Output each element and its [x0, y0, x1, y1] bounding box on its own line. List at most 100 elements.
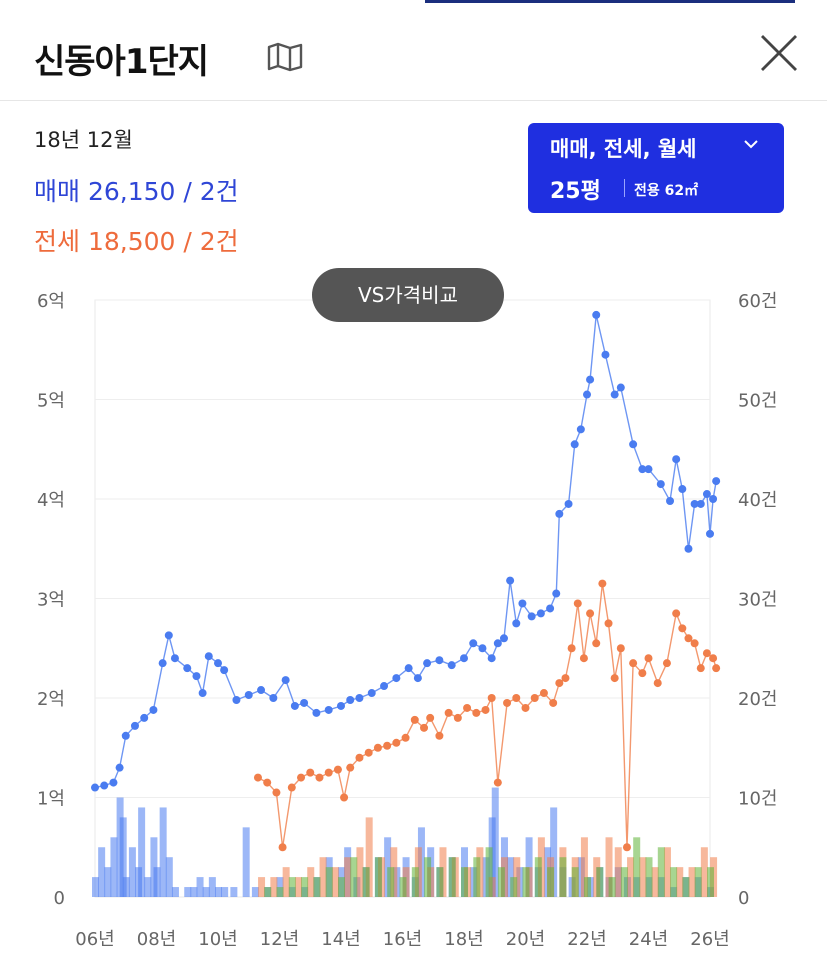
- pyeong-size-label: 25평: [550, 179, 601, 204]
- price-point: [423, 659, 432, 668]
- price-point: [192, 672, 201, 681]
- volume-bar: [571, 867, 579, 897]
- price-point: [121, 731, 130, 740]
- price-point: [109, 778, 118, 787]
- y-left-tick-label: 1억: [37, 789, 65, 810]
- price-line: [257, 583, 717, 848]
- volume-bar: [190, 887, 198, 897]
- volume-bar: [110, 837, 118, 897]
- volume-bar: [294, 877, 302, 897]
- price-point: [324, 768, 333, 777]
- price-point: [555, 509, 564, 518]
- price-point: [158, 659, 167, 668]
- volume-bar: [374, 857, 382, 897]
- price-point: [487, 654, 496, 663]
- y-left-tick-label: 6억: [37, 291, 65, 312]
- price-point: [709, 495, 718, 503]
- volume-bar: [122, 877, 130, 897]
- price-point: [573, 599, 582, 608]
- volume-bar: [670, 867, 678, 897]
- price-point: [570, 440, 579, 449]
- volume-bar: [208, 877, 216, 897]
- price-point: [149, 705, 158, 714]
- map-icon[interactable]: [266, 42, 304, 72]
- volume-bar: [165, 857, 173, 897]
- price-point: [269, 694, 278, 702]
- price-point: [530, 694, 539, 702]
- price-point: [373, 743, 382, 752]
- y-right-tick-label: 20건: [738, 689, 777, 710]
- price-point: [656, 480, 665, 489]
- price-point: [638, 669, 647, 678]
- price-point: [426, 713, 435, 722]
- volume-bar: [319, 857, 327, 897]
- y-left-tick-label: 2억: [37, 689, 65, 710]
- price-point: [690, 639, 699, 648]
- price-point: [512, 619, 521, 628]
- price-point: [586, 609, 595, 618]
- trade-types-label: 매매, 전세, 월세: [550, 137, 697, 161]
- volume-bar: [184, 887, 192, 897]
- price-point: [561, 674, 570, 683]
- price-point: [616, 644, 625, 653]
- price-point: [287, 783, 296, 792]
- price-point: [278, 843, 287, 852]
- volume-bar: [580, 837, 588, 897]
- volume-bar: [301, 877, 309, 897]
- volume-bar: [620, 867, 628, 897]
- y-right-tick-label: 0: [738, 888, 749, 909]
- price-point: [592, 639, 601, 648]
- vs-compare-button[interactable]: VS가격비교: [312, 268, 504, 322]
- volume-bar: [171, 887, 179, 897]
- price-point: [583, 390, 591, 399]
- price-point: [312, 708, 321, 717]
- price-point: [478, 644, 487, 653]
- price-point: [435, 731, 444, 740]
- volume-bar: [547, 867, 555, 897]
- price-point: [469, 639, 478, 648]
- price-point: [300, 698, 309, 707]
- volume-bar: [230, 887, 238, 897]
- price-point: [579, 654, 588, 663]
- volume-bar: [138, 807, 146, 897]
- price-point: [604, 619, 613, 628]
- price-point: [672, 609, 681, 618]
- price-point: [493, 639, 502, 648]
- price-point: [662, 659, 671, 668]
- y-right-tick-label: 50건: [738, 391, 777, 412]
- x-tick-label: 20년: [506, 929, 545, 950]
- price-point: [263, 778, 272, 787]
- price-point: [220, 666, 229, 675]
- volume-bar: [584, 877, 591, 897]
- volume-bar: [436, 867, 444, 897]
- price-point: [653, 679, 662, 688]
- volume-bar: [92, 877, 99, 897]
- price-point: [499, 634, 508, 643]
- volume-bar: [276, 887, 284, 897]
- volume-bar: [344, 857, 352, 897]
- volume-bar: [251, 887, 259, 897]
- price-point: [315, 773, 324, 782]
- price-point: [383, 741, 392, 750]
- volume-bar: [605, 837, 613, 897]
- price-point: [460, 654, 468, 663]
- close-icon[interactable]: [756, 30, 802, 76]
- price-point: [576, 425, 585, 434]
- price-point: [380, 682, 389, 691]
- price-point: [170, 654, 179, 663]
- volume-bar: [221, 887, 229, 897]
- price-point: [598, 579, 607, 588]
- volume-bar: [448, 857, 456, 897]
- price-point: [564, 499, 573, 508]
- price-point: [709, 654, 718, 663]
- price-point: [91, 783, 99, 792]
- price-point: [130, 721, 139, 730]
- price-point: [610, 674, 619, 683]
- y-right-tick-label: 60건: [738, 291, 777, 312]
- volume-bar: [559, 857, 567, 897]
- price-point: [364, 748, 373, 757]
- trade-filter-dropdown[interactable]: 매매, 전세, 월세 25평 전용 62㎡: [528, 123, 784, 213]
- volume-bar: [639, 857, 647, 897]
- sale-price-summary: 매매 26,150 / 2건: [34, 177, 239, 206]
- volume-bar: [510, 877, 518, 897]
